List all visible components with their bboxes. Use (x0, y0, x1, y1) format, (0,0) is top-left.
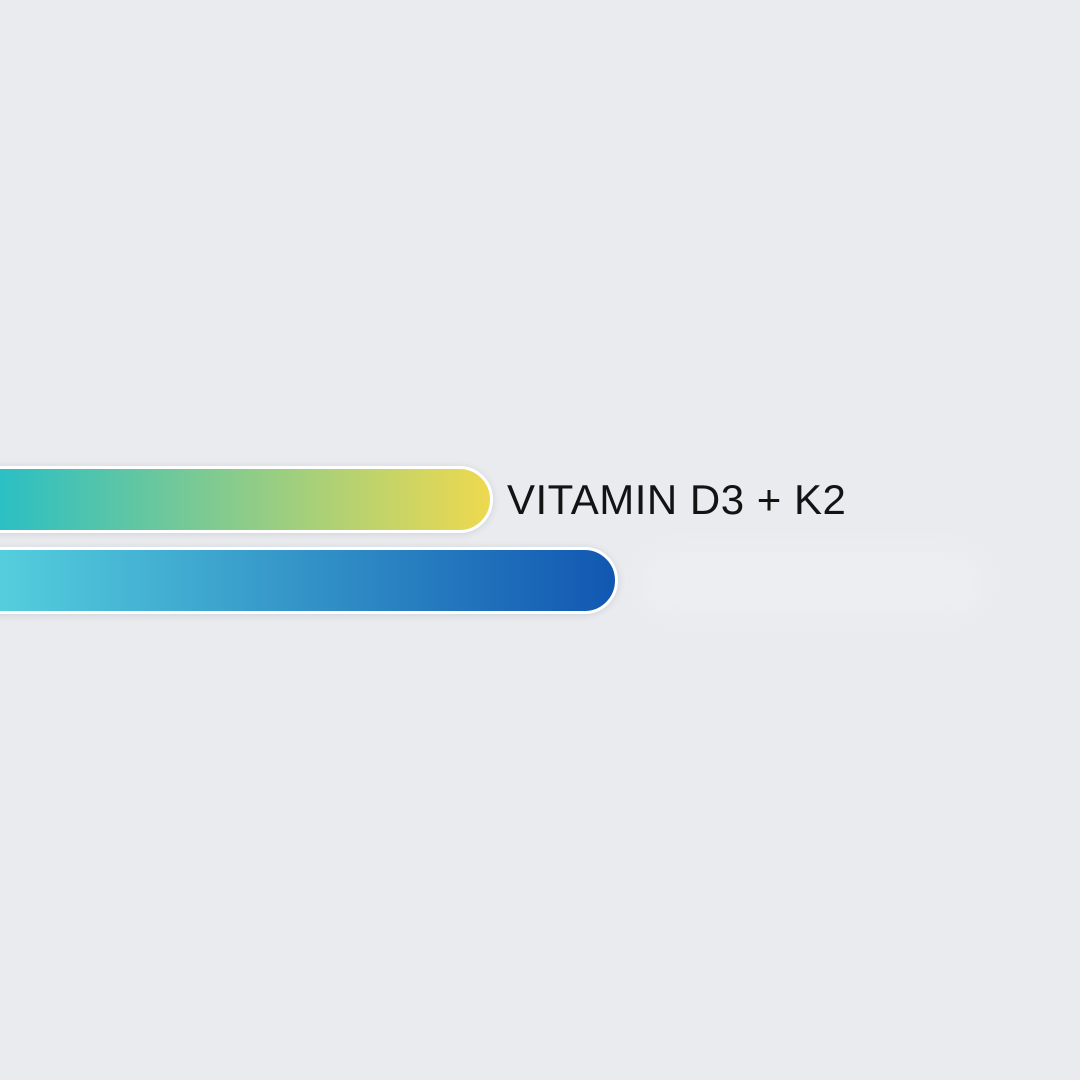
ghost-watermark (642, 552, 982, 614)
gradient-bar-bottom (0, 547, 618, 614)
gradient-bar-top (0, 466, 493, 533)
bar-top-label: VITAMIN D3 + K2 (507, 475, 847, 523)
